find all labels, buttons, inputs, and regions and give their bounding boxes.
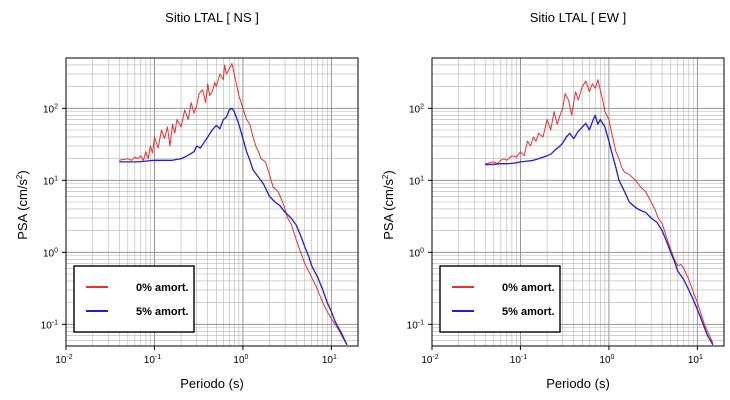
legend-label: 5% amort. (502, 306, 555, 318)
y-axis-label-superscript: 2 (381, 174, 390, 179)
y-tick-base: 10 (407, 320, 419, 331)
y-tick-base: 10 (409, 104, 421, 115)
chart-title: Sitio LTAL [ EW ] (530, 10, 627, 25)
y-tick-label: 10-1 (407, 319, 424, 331)
y-axis-label-close: ) (15, 170, 30, 174)
legend: 0% amort. 5% amort. (73, 265, 195, 333)
x-tick-base: 10 (144, 355, 156, 366)
y-tick-base: 10 (409, 176, 421, 187)
x-tick-base: 10 (688, 355, 700, 366)
y-tick-label: 10-1 (41, 319, 58, 331)
y-axis-label-main: PSA (cm/s (381, 179, 396, 240)
legend-box (439, 265, 561, 333)
y-tick-base: 10 (41, 320, 53, 331)
chart-panel-ew: Sitio LTAL [ EW ] Periodo (s) PSA (cm/s2… (381, 10, 725, 391)
legend-box (73, 265, 195, 333)
y-tick-exponent: -1 (418, 319, 424, 326)
x-tick-label: 10-2 (55, 354, 72, 366)
x-tick-label: 10-2 (421, 354, 438, 366)
y-tick-exponent: 1 (54, 175, 58, 182)
y-tick-base: 10 (43, 104, 55, 115)
y-tick-label: 101 (43, 175, 58, 187)
x-tick-label: 101 (322, 354, 337, 366)
x-tick-exponent: 1 (333, 354, 337, 361)
y-tick-exponent: 2 (54, 103, 58, 110)
y-tick-base: 10 (43, 176, 55, 187)
y-tick-base: 10 (409, 248, 421, 259)
y-tick-exponent: 0 (54, 247, 58, 254)
y-axis-label: PSA (cm/s2) (15, 170, 30, 239)
x-tick-exponent: 0 (245, 354, 249, 361)
x-axis-label: Periodo (s) (180, 376, 244, 391)
x-tick-label: 100 (233, 354, 248, 366)
series-line-undamped (119, 63, 348, 346)
y-tick-exponent: -1 (52, 319, 58, 326)
x-tick-exponent: 1 (699, 354, 703, 361)
x-tick-base: 10 (599, 355, 611, 366)
y-tick-exponent: 1 (420, 175, 424, 182)
x-tick-base: 10 (233, 355, 245, 366)
y-tick-label: 100 (43, 247, 58, 259)
x-tick-label: 10-1 (144, 354, 161, 366)
x-tick-label: 10-1 (510, 354, 527, 366)
x-tick-base: 10 (421, 355, 433, 366)
legend: 0% amort. 5% amort. (439, 265, 561, 333)
y-tick-exponent: 2 (420, 103, 424, 110)
plot-frame (65, 57, 359, 347)
y-tick-label: 101 (409, 175, 424, 187)
series-line-damped (119, 107, 348, 346)
plot-frame (431, 57, 725, 347)
y-tick-label: 102 (409, 103, 424, 115)
x-tick-label: 101 (688, 354, 703, 366)
x-axis-label: Periodo (s) (546, 376, 610, 391)
x-tick-label: 100 (599, 354, 614, 366)
x-tick-base: 10 (510, 355, 522, 366)
series-line-damped (485, 114, 714, 346)
x-tick-exponent: -1 (155, 354, 161, 361)
y-tick-exponent: 0 (420, 247, 424, 254)
chart-panel-ns: Sitio LTAL [ NS ] Periodo (s) PSA (cm/s2… (15, 10, 359, 391)
x-tick-exponent: 0 (611, 354, 615, 361)
legend-label: 0% amort. (136, 282, 189, 294)
y-axis-label-main: PSA (cm/s (15, 179, 30, 240)
x-tick-base: 10 (322, 355, 334, 366)
chart-title: Sitio LTAL [ NS ] (165, 10, 259, 25)
y-axis-label-superscript: 2 (15, 174, 24, 179)
legend-label: 5% amort. (136, 306, 189, 318)
y-tick-label: 100 (409, 247, 424, 259)
y-tick-base: 10 (43, 248, 55, 259)
legend-label: 0% amort. (502, 282, 555, 294)
x-tick-exponent: -1 (521, 354, 527, 361)
y-tick-label: 102 (43, 103, 58, 115)
x-tick-exponent: -2 (66, 354, 72, 361)
y-axis-label: PSA (cm/s2) (381, 170, 396, 239)
x-tick-exponent: -2 (432, 354, 438, 361)
x-tick-base: 10 (55, 355, 67, 366)
y-axis-label-close: ) (381, 170, 396, 174)
series-line-undamped (485, 79, 714, 344)
